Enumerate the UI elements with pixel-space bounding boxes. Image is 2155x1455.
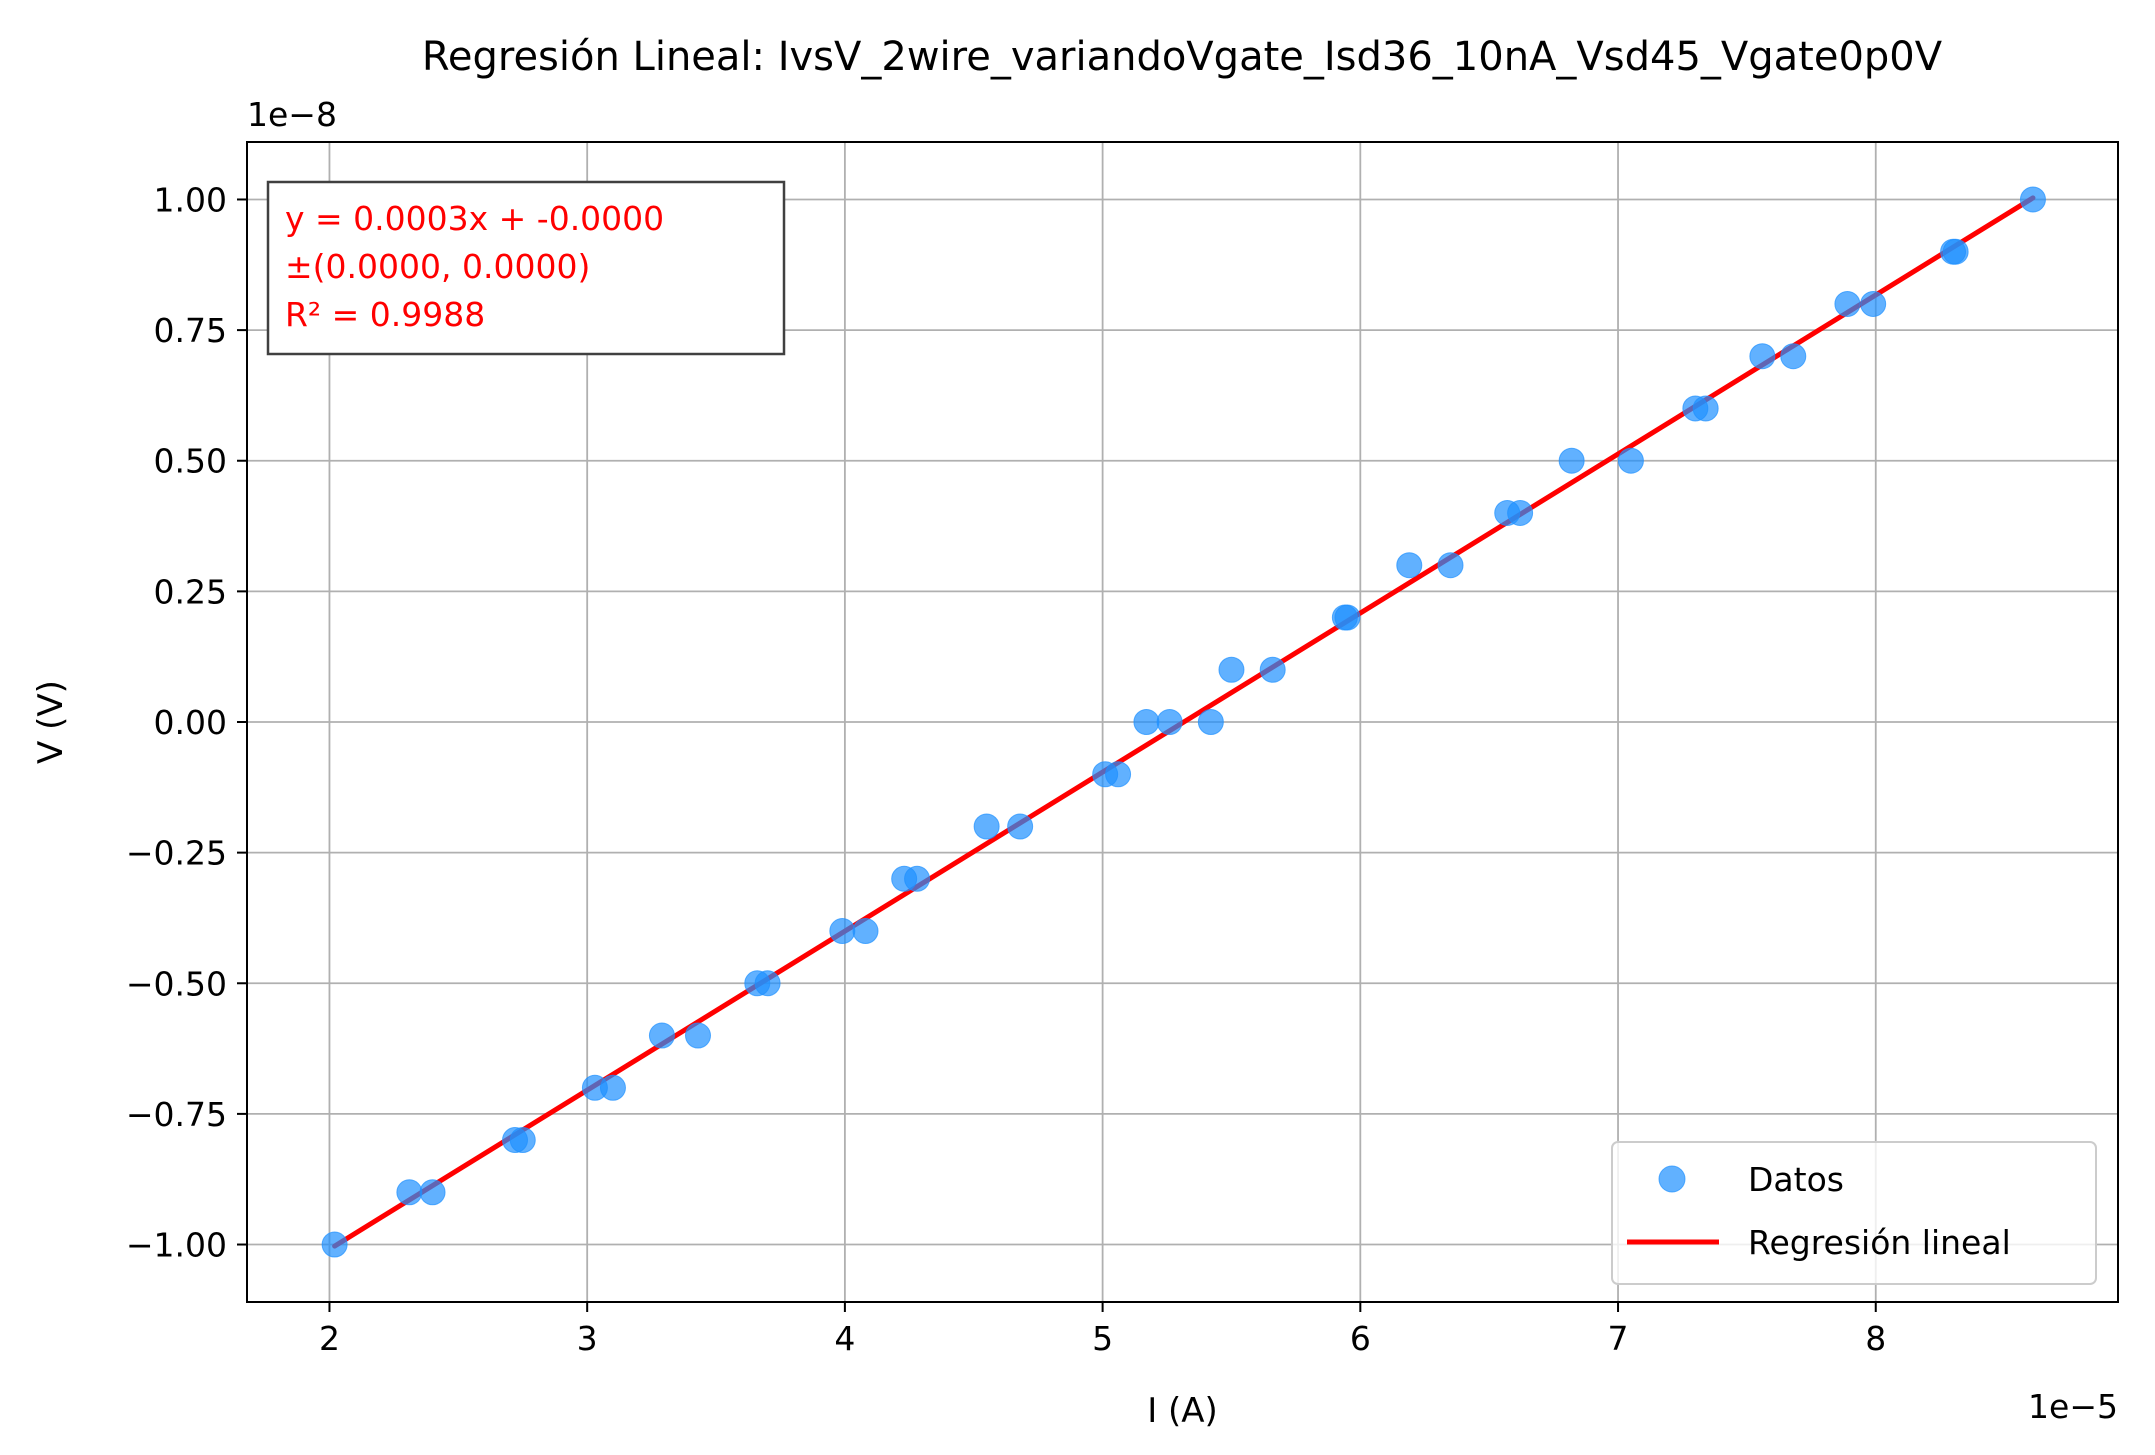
legend-label-datos: Datos [1748,1160,1844,1199]
x-tick-label: 5 [1092,1319,1113,1358]
x-axis-label: I (A) [1147,1391,1218,1431]
y-tick-label: 0.75 [154,311,227,350]
data-point [1396,552,1423,579]
data-point [1617,447,1644,474]
data-point [1259,656,1286,683]
y-axis-label: V (V) [31,680,71,764]
axis-ticks: 2 3 4 5 6 7 8 −1.00 −0.75 −0.50 −0.25 0.00 0.25 0.50 0… [126,180,1886,1358]
y-tick-label: 0.25 [154,572,227,611]
y-tick-label: 0.00 [154,703,227,742]
data-point [1105,761,1132,788]
data-point [1334,604,1361,631]
annotation-r-squared: R² = 0.9988 [285,295,485,334]
data-point [1942,238,1969,265]
data-point [684,1022,711,1049]
y-tick-label: −0.50 [126,964,227,1003]
x-tick-label: 4 [834,1319,855,1358]
data-point [1692,395,1719,422]
data-point [1780,343,1807,370]
legend-box [1611,1141,2097,1285]
x-tick-label: 8 [1865,1319,1886,1358]
data-point [1197,709,1224,735]
data-point [648,1022,675,1049]
x-tick-label: 7 [1608,1319,1629,1358]
y-tick-label: −0.75 [126,1095,227,1134]
data-point [1007,813,1034,840]
x-tick-label: 3 [577,1319,598,1358]
data-point [1507,499,1534,526]
y-offset-label: 1e−8 [247,95,337,134]
data-point [599,1074,626,1101]
regression-annotation: y = 0.0003x + -0.0000 ±(0.0000, 0.0000) … [266,180,786,356]
data-point [1156,709,1183,735]
data-point [321,1231,348,1258]
y-tick-label: −0.25 [126,834,227,873]
x-tick-label: 6 [1350,1319,1371,1358]
regression-line-layer [332,195,2036,1249]
data-point [1834,290,1861,317]
grid [247,142,2118,1302]
data-point [1749,343,1776,370]
x-tick-label: 2 [319,1319,340,1358]
data-points [321,186,2046,1258]
legend-marker-datos [1658,1165,1686,1193]
legend: Datos Regresión lineal [1611,1141,2097,1285]
data-point [1133,709,1160,735]
y-tick-label: −1.00 [126,1226,227,1265]
x-offset-label: 1e−5 [2028,1387,2118,1426]
data-point [509,1127,536,1154]
data-point [419,1179,446,1206]
annotation-equation: y = 0.0003x + -0.0000 [285,199,664,238]
data-point [1860,290,1887,317]
data-point [396,1179,423,1206]
data-point [2019,186,2046,213]
y-tick-label: 1.00 [154,180,227,219]
data-point [904,865,931,892]
data-point [754,970,781,997]
annotation-box [266,180,786,356]
data-point [1218,656,1245,683]
data-point [973,813,1000,840]
legend-label-regresion: Regresión lineal [1748,1223,2011,1262]
data-point [1437,552,1464,579]
regression-line [332,195,2036,1249]
data-point [852,918,879,945]
chart-title: Regresión Lineal: IvsV_2wire_variandoVga… [422,34,1943,80]
y-tick-label: 0.50 [154,442,227,481]
data-point [829,918,856,945]
data-point [1558,447,1585,474]
annotation-uncertainty: ±(0.0000, 0.0000) [285,247,590,286]
